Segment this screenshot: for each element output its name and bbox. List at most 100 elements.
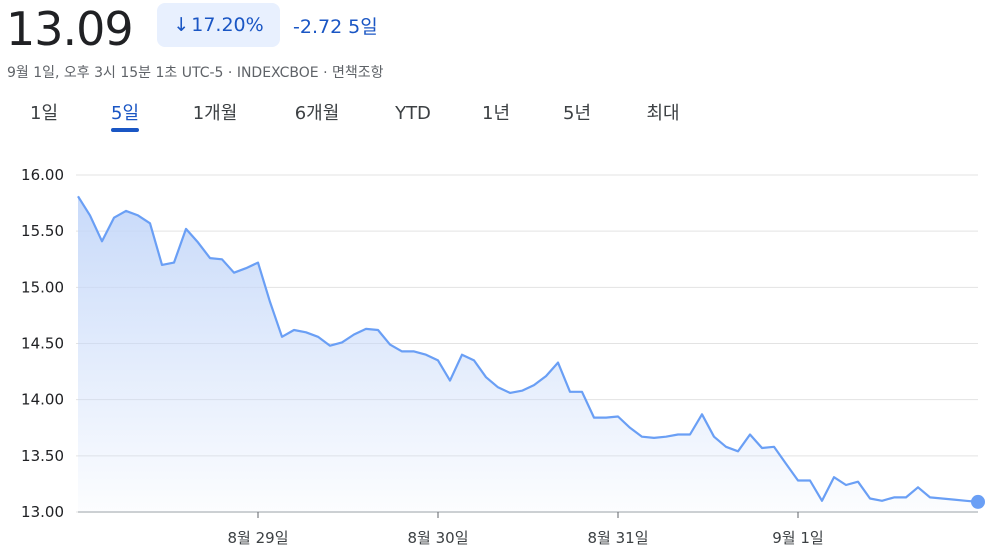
- data-point: [627, 425, 633, 431]
- data-point: [327, 343, 333, 349]
- data-point: [267, 299, 273, 305]
- data-point: [591, 415, 597, 421]
- data-point: [903, 494, 909, 500]
- data-point: [471, 357, 477, 363]
- tab-max[interactable]: 최대: [646, 103, 680, 124]
- data-point: [711, 434, 717, 440]
- data-point: [291, 327, 297, 333]
- data-point: [819, 498, 825, 504]
- x-tick-label: 8월 30일: [408, 529, 469, 547]
- data-point: [243, 265, 249, 271]
- data-point: [435, 357, 441, 363]
- data-point: [603, 415, 609, 421]
- data-point: [87, 212, 93, 218]
- absolute-change: -2.72 5일: [293, 12, 378, 39]
- data-point: [255, 260, 261, 266]
- data-point: [783, 461, 789, 467]
- data-point: [315, 334, 321, 340]
- quote-meta: 9월 1일, 오후 3시 15분 1초 UTC-5 · INDEXCBOE · …: [7, 65, 384, 81]
- tab-ytd[interactable]: YTD: [395, 103, 431, 124]
- data-point: [483, 374, 489, 380]
- data-point: [279, 334, 285, 340]
- x-tick-label: 8월 29일: [228, 529, 289, 547]
- data-point: [531, 382, 537, 388]
- y-tick-label: 15.50: [21, 222, 64, 240]
- tab-1-day[interactable]: 1일: [29, 103, 59, 124]
- data-point: [363, 326, 369, 332]
- data-point: [459, 352, 465, 358]
- tab-1-year[interactable]: 1년: [481, 103, 511, 124]
- range-tabs: 1일 5일 1개월 6개월 YTD 1년 5년 최대: [0, 100, 992, 140]
- data-point: [675, 431, 681, 437]
- data-point: [423, 352, 429, 358]
- y-tick-label: 16.00: [21, 166, 64, 184]
- data-point: [843, 482, 849, 488]
- last-value-marker: [971, 494, 985, 509]
- y-tick-label: 14.50: [21, 335, 64, 353]
- data-point: [663, 434, 669, 440]
- data-point: [183, 226, 189, 232]
- data-point: [411, 348, 417, 354]
- data-point: [171, 260, 177, 266]
- data-point: [111, 215, 117, 221]
- data-point: [195, 239, 201, 245]
- data-point: [219, 256, 225, 262]
- data-point: [159, 262, 165, 268]
- data-point: [543, 373, 549, 379]
- x-tick-label: 8월 31일: [588, 529, 649, 547]
- data-point: [555, 360, 561, 366]
- arrow-down-icon: ↓: [173, 14, 190, 36]
- series-line: [77, 195, 979, 503]
- data-point: [231, 270, 237, 276]
- data-point: [207, 255, 213, 261]
- y-tick-label: 13.50: [21, 447, 64, 465]
- data-point: [519, 388, 525, 394]
- data-point: [699, 411, 705, 417]
- data-point: [615, 414, 621, 420]
- data-point: [639, 434, 645, 440]
- data-point: [387, 342, 393, 348]
- tab-6-month[interactable]: 6개월: [294, 103, 340, 124]
- absolute-change-value: -2.72: [293, 16, 343, 38]
- data-point: [303, 329, 309, 335]
- data-point: [771, 444, 777, 450]
- data-point: [807, 478, 813, 484]
- data-point: [447, 378, 453, 384]
- data-point: [939, 496, 945, 502]
- data-point: [927, 494, 933, 500]
- data-point: [855, 479, 861, 485]
- percent-change-badge: ↓ 17.20%: [157, 3, 280, 47]
- data-point: [567, 389, 573, 395]
- y-tick-label: 15.00: [21, 278, 64, 296]
- tab-1-month[interactable]: 1개월: [192, 103, 238, 124]
- data-point: [147, 220, 153, 226]
- y-tick-label: 14.00: [21, 391, 64, 409]
- current-price: 13.09: [6, 2, 134, 56]
- data-point: [99, 238, 105, 244]
- data-point: [351, 332, 357, 338]
- change-period: 5일: [348, 16, 378, 38]
- x-tick-label: 9월 1일: [772, 529, 823, 547]
- tab-5-day[interactable]: 5일: [110, 100, 140, 134]
- data-point: [795, 478, 801, 484]
- data-point: [867, 496, 873, 502]
- data-point: [75, 193, 81, 199]
- data-point: [507, 390, 513, 396]
- data-point: [651, 435, 657, 441]
- data-point: [375, 327, 381, 333]
- data-point: [831, 474, 837, 480]
- percent-change-value: 17.20%: [191, 14, 264, 36]
- data-point: [339, 339, 345, 345]
- data-point: [723, 444, 729, 450]
- tab-5-year[interactable]: 5년: [562, 103, 592, 124]
- data-point: [747, 431, 753, 437]
- data-point: [123, 208, 129, 214]
- y-tick-label: 13.00: [21, 503, 64, 521]
- data-point: [735, 448, 741, 454]
- data-point: [135, 212, 141, 218]
- data-point: [963, 498, 969, 504]
- data-point: [951, 497, 957, 503]
- data-point: [915, 484, 921, 490]
- data-point: [579, 389, 585, 395]
